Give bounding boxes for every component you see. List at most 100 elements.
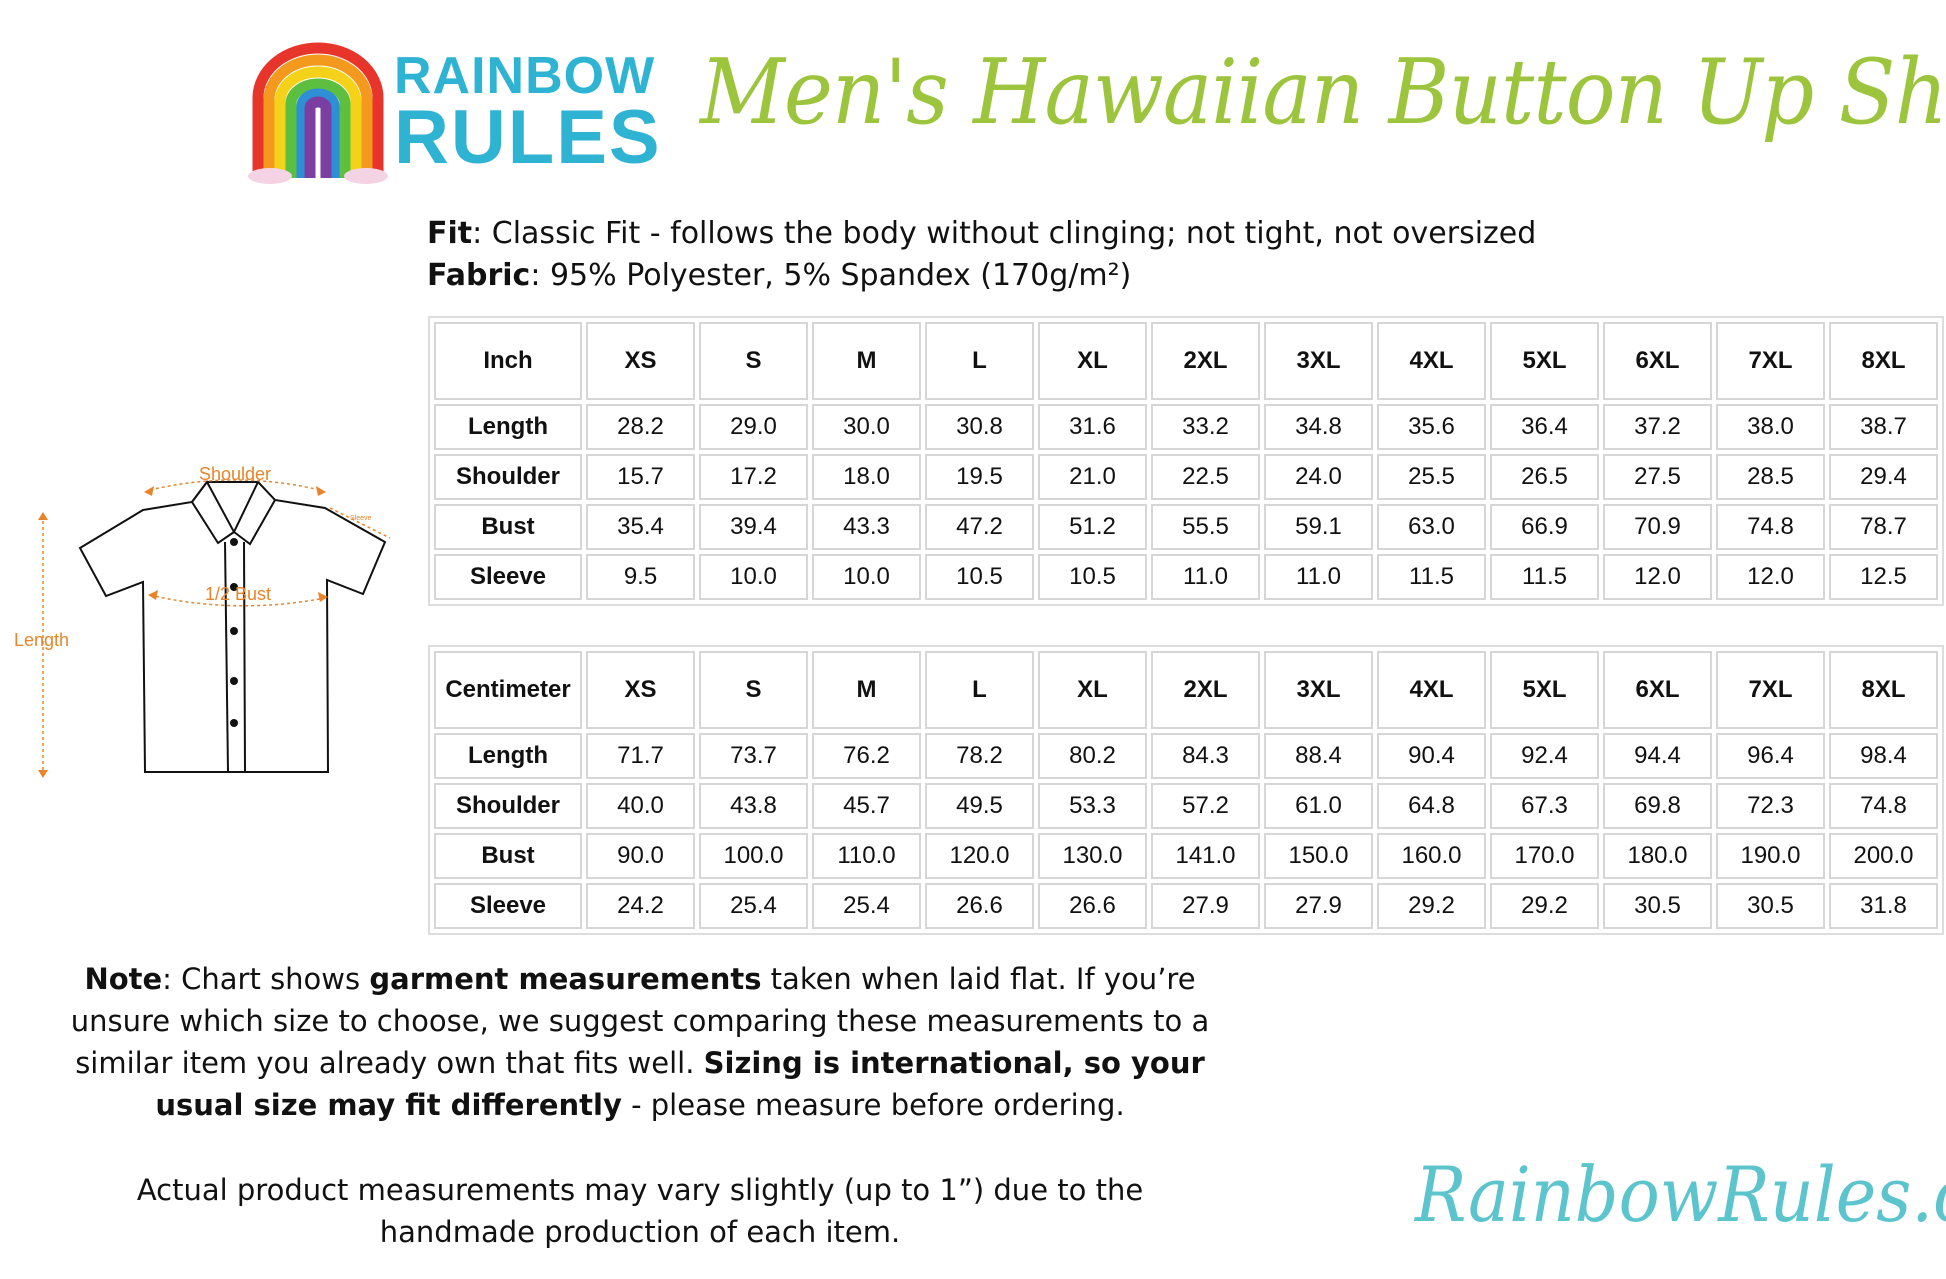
fabric-line: Fabric: 95% Polyester, 5% Spandex (170g/… <box>427 258 1131 293</box>
measurement-cell: 39.4 <box>699 504 808 550</box>
measurement-cell: 180.0 <box>1603 833 1712 879</box>
measurement-cell: 69.8 <box>1603 783 1712 829</box>
measurement-cell: 38.0 <box>1716 404 1825 450</box>
measurement-cell: 29.2 <box>1377 883 1486 929</box>
rainbow-icon <box>248 42 388 184</box>
measurement-cell: 71.7 <box>586 733 695 779</box>
measurement-cell: 35.4 <box>586 504 695 550</box>
measurement-cell: 12.5 <box>1829 554 1938 600</box>
measurement-cell: 18.0 <box>812 454 921 500</box>
note-text: - please measure before ordering. <box>621 1088 1125 1122</box>
measurement-cell: 70.9 <box>1603 504 1712 550</box>
row-label: Length <box>434 733 582 779</box>
measurement-cell: 28.5 <box>1716 454 1825 500</box>
measurement-cell: 35.6 <box>1377 404 1486 450</box>
measurement-cell: 78.7 <box>1829 504 1938 550</box>
row-label: Shoulder <box>434 454 582 500</box>
row-label: Length <box>434 404 582 450</box>
measurement-cell: 43.8 <box>699 783 808 829</box>
measurement-cell: 10.5 <box>925 554 1034 600</box>
measurement-cell: 74.8 <box>1716 504 1825 550</box>
measurement-cell: 40.0 <box>586 783 695 829</box>
measurement-cell: 98.4 <box>1829 733 1938 779</box>
measurement-cell: 72.3 <box>1716 783 1825 829</box>
measurement-cell: 33.2 <box>1151 404 1260 450</box>
size-header: 5XL <box>1490 651 1599 729</box>
table-row: Length 28.2 29.0 30.0 30.8 31.6 33.2 34.8 35.6 36… <box>434 404 1938 450</box>
table-row: Shoulder 40.0 43.8 45.7 49.5 53.3 57.2 61.0 64.8… <box>434 783 1938 829</box>
measurement-cell: 24.0 <box>1264 454 1373 500</box>
note-text: : Chart shows <box>162 962 370 996</box>
size-header: 8XL <box>1829 322 1938 400</box>
inch-size-table: Inch XS S M L XL 2XL 3XL 4XL 5XL 6XL 7XL 8XL Length 28… <box>428 316 1944 606</box>
measurement-cell: 200.0 <box>1829 833 1938 879</box>
measurement-cell: 90.0 <box>586 833 695 879</box>
measurement-cell: 26.5 <box>1490 454 1599 500</box>
table-row: Sleeve 24.2 25.4 25.4 26.6 26.6 27.9 27.9 29.2 29… <box>434 883 1938 929</box>
header-row: Centimeter XS S M L XL 2XL 3XL 4XL 5XL 6XL 7XL 8XL <box>434 651 1938 729</box>
note-bold: garment measurements <box>369 962 762 996</box>
logo-line2: RULES <box>394 95 662 180</box>
measurement-cell: 38.7 <box>1829 404 1938 450</box>
size-header: XS <box>586 322 695 400</box>
measurement-cell: 96.4 <box>1716 733 1825 779</box>
website-logo: RainbowRules.com <box>1415 1150 1946 1239</box>
size-header: 8XL <box>1829 651 1938 729</box>
measurement-cell: 27.9 <box>1151 883 1260 929</box>
measurement-cell: 63.0 <box>1377 504 1486 550</box>
size-header: M <box>812 651 921 729</box>
measurement-cell: 88.4 <box>1264 733 1373 779</box>
measurement-cell: 130.0 <box>1038 833 1147 879</box>
note-text: taken when laid flat. If you’re unsure w… <box>70 962 1210 1080</box>
measurement-cell: 43.3 <box>812 504 921 550</box>
measurement-cell: 51.2 <box>1038 504 1147 550</box>
measurement-cell: 27.5 <box>1603 454 1712 500</box>
measurement-cell: 45.7 <box>812 783 921 829</box>
unit-header: Inch <box>434 322 582 400</box>
measurement-cell: 36.4 <box>1490 404 1599 450</box>
table-row: Length 71.7 73.7 76.2 78.2 80.2 84.3 88.4 90.4 92… <box>434 733 1938 779</box>
size-header: M <box>812 322 921 400</box>
fit-label: Fit <box>427 216 473 251</box>
measurement-cell: 11.0 <box>1264 554 1373 600</box>
measurement-cell: 10.0 <box>812 554 921 600</box>
measurement-cell: 27.9 <box>1264 883 1373 929</box>
measurement-cell: 67.3 <box>1490 783 1599 829</box>
note-bold: Sizing is international, so your usual s… <box>155 1046 1205 1122</box>
table-row: Sleeve 9.5 10.0 10.0 10.5 10.5 11.0 11.0 11.5 11.… <box>434 554 1938 600</box>
size-header: 5XL <box>1490 322 1599 400</box>
size-header: 2XL <box>1151 322 1260 400</box>
measurement-cell: 34.8 <box>1264 404 1373 450</box>
size-header: 4XL <box>1377 322 1486 400</box>
measurement-cell: 141.0 <box>1151 833 1260 879</box>
measurement-cell: 66.9 <box>1490 504 1599 550</box>
measurement-cell: 120.0 <box>925 833 1034 879</box>
measurement-cell: 37.2 <box>1603 404 1712 450</box>
table-row: Shoulder 15.7 17.2 18.0 19.5 21.0 22.5 24.0 25.5… <box>434 454 1938 500</box>
fit-line: Fit: Classic Fit - follows the body with… <box>427 216 1536 251</box>
row-label: Sleeve <box>434 554 582 600</box>
unit-header: Centimeter <box>434 651 582 729</box>
note-label: Note <box>84 962 163 996</box>
measurement-cell: 61.0 <box>1264 783 1373 829</box>
measurement-cell: 12.0 <box>1716 554 1825 600</box>
measurement-cell: 74.8 <box>1829 783 1938 829</box>
size-header: S <box>699 322 808 400</box>
measurement-cell: 150.0 <box>1264 833 1373 879</box>
page-title: Men's Hawaiian Button Up Shirt <box>700 40 1946 145</box>
measurement-cell: 84.3 <box>1151 733 1260 779</box>
measurement-cell: 30.5 <box>1716 883 1825 929</box>
size-header: 7XL <box>1716 322 1825 400</box>
measurement-cell: 22.5 <box>1151 454 1260 500</box>
size-header: L <box>925 651 1034 729</box>
measurement-cell: 31.8 <box>1829 883 1938 929</box>
measurement-cell: 30.0 <box>812 404 921 450</box>
measurement-cell: 30.5 <box>1603 883 1712 929</box>
measurement-cell: 190.0 <box>1716 833 1825 879</box>
size-header: 6XL <box>1603 651 1712 729</box>
row-label: Shoulder <box>434 783 582 829</box>
measurement-cell: 53.3 <box>1038 783 1147 829</box>
fabric-text: : 95% Polyester, 5% Spandex (170g/m²) <box>530 258 1132 293</box>
size-header: XL <box>1038 651 1147 729</box>
